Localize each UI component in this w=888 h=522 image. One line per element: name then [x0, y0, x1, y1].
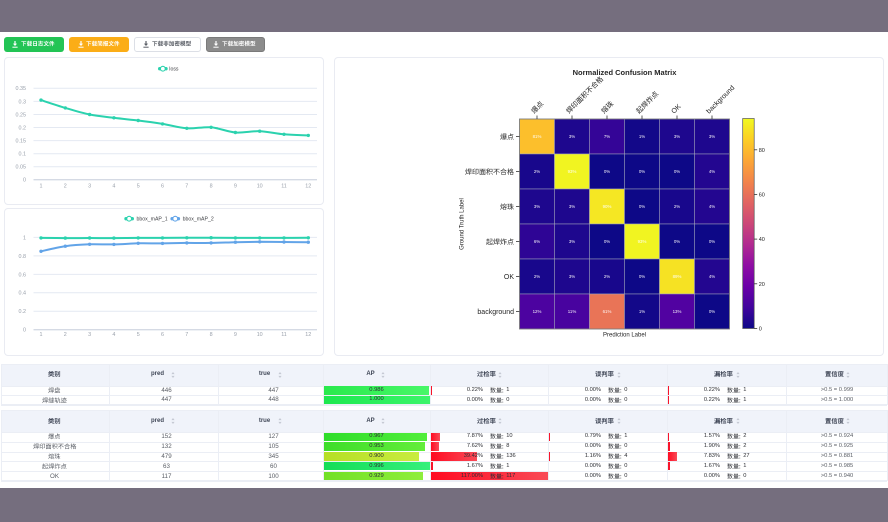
svg-text:0.6: 0.6 — [19, 272, 27, 278]
svg-text:93%: 93% — [637, 239, 646, 244]
svg-text:11%: 11% — [567, 309, 576, 314]
svg-text:0%: 0% — [638, 274, 644, 279]
svg-text:4: 4 — [112, 184, 115, 188]
svg-text:1: 1 — [40, 184, 43, 188]
svg-text:80: 80 — [758, 148, 764, 154]
svg-text:2%: 2% — [533, 274, 539, 279]
svg-text:OK: OK — [503, 274, 513, 281]
svg-text:11: 11 — [281, 184, 287, 188]
svg-text:6%: 6% — [533, 239, 539, 244]
svg-text:0%: 0% — [603, 239, 609, 244]
svg-text:90%: 90% — [602, 204, 611, 209]
svg-text:0%: 0% — [603, 169, 609, 174]
svg-text:0.3: 0.3 — [19, 99, 27, 105]
svg-text:0.1: 0.1 — [19, 152, 27, 158]
svg-text:60: 60 — [758, 193, 764, 199]
svg-text:4%: 4% — [708, 204, 714, 209]
svg-text:3%: 3% — [568, 239, 574, 244]
svg-text:0.4: 0.4 — [19, 291, 27, 297]
svg-text:7%: 7% — [603, 134, 609, 139]
svg-text:0%: 0% — [673, 239, 679, 244]
svg-text:0.25: 0.25 — [16, 112, 27, 118]
svg-text:2%: 2% — [673, 204, 679, 209]
svg-text:0: 0 — [23, 328, 26, 334]
svg-text:0%: 0% — [708, 309, 714, 314]
svg-text:0.2: 0.2 — [19, 125, 27, 131]
svg-text:3%: 3% — [708, 134, 714, 139]
svg-text:6: 6 — [161, 332, 164, 338]
svg-text:0: 0 — [758, 327, 761, 333]
svg-text:background: background — [705, 85, 736, 116]
svg-text:12: 12 — [305, 184, 311, 188]
svg-text:12%: 12% — [532, 309, 541, 314]
svg-text:12: 12 — [305, 332, 311, 338]
svg-text:2%: 2% — [603, 274, 609, 279]
svg-text:3: 3 — [88, 332, 91, 338]
svg-text:3: 3 — [88, 184, 91, 188]
svg-text:8: 8 — [210, 332, 213, 338]
svg-text:8: 8 — [210, 184, 213, 188]
svg-text:10: 10 — [257, 332, 263, 338]
svg-text:1%: 1% — [638, 134, 644, 139]
svg-text:4: 4 — [112, 332, 115, 338]
svg-text:5: 5 — [137, 184, 140, 188]
svg-text:Prediction Label: Prediction Label — [602, 333, 645, 339]
svg-text:7: 7 — [185, 332, 188, 338]
svg-text:61%: 61% — [602, 309, 611, 314]
svg-text:0%: 0% — [708, 239, 714, 244]
svg-text:0%: 0% — [673, 169, 679, 174]
svg-text:1: 1 — [23, 235, 26, 241]
svg-text:11: 11 — [281, 332, 287, 338]
svg-text:3%: 3% — [568, 134, 574, 139]
svg-text:0: 0 — [23, 178, 26, 184]
svg-text:0.05: 0.05 — [16, 165, 27, 171]
svg-text:bbox_mAP_1: bbox_mAP_1 — [137, 217, 168, 223]
svg-text:13%: 13% — [672, 309, 681, 314]
svg-text:5: 5 — [137, 332, 140, 338]
svg-text:3%: 3% — [533, 204, 539, 209]
svg-text:bbox_mAP_2: bbox_mAP_2 — [183, 217, 214, 223]
svg-text:4%: 4% — [708, 274, 714, 279]
svg-text:3%: 3% — [673, 134, 679, 139]
svg-text:1: 1 — [40, 332, 43, 338]
svg-text:0.35: 0.35 — [16, 86, 27, 92]
svg-text:93%: 93% — [567, 169, 576, 174]
svg-text:9: 9 — [234, 184, 237, 188]
svg-text:20: 20 — [758, 282, 764, 288]
svg-text:2%: 2% — [533, 169, 539, 174]
svg-text:0%: 0% — [638, 204, 644, 209]
svg-text:0.15: 0.15 — [16, 139, 27, 145]
svg-text:10: 10 — [257, 184, 263, 188]
svg-text:3%: 3% — [568, 204, 574, 209]
svg-text:2: 2 — [64, 332, 67, 338]
svg-text:40: 40 — [758, 237, 764, 243]
svg-text:89%: 89% — [672, 274, 681, 279]
svg-text:9: 9 — [234, 332, 237, 338]
svg-text:81%: 81% — [532, 134, 541, 139]
svg-text:0.2: 0.2 — [19, 309, 27, 315]
svg-text:0%: 0% — [638, 169, 644, 174]
svg-text:OK: OK — [670, 103, 682, 115]
svg-text:2: 2 — [64, 184, 67, 188]
svg-text:6: 6 — [161, 184, 164, 188]
svg-text:7: 7 — [185, 184, 188, 188]
svg-text:background: background — [477, 309, 514, 316]
svg-text:Normalized Confusion Matrix: Normalized Confusion Matrix — [572, 68, 677, 77]
svg-text:1%: 1% — [638, 309, 644, 314]
svg-text:0.8: 0.8 — [19, 254, 27, 260]
svg-text:3%: 3% — [568, 274, 574, 279]
svg-text:loss: loss — [169, 67, 179, 73]
svg-text:4%: 4% — [708, 169, 714, 174]
svg-text:Ground Truth Label: Ground Truth Label — [459, 198, 465, 250]
